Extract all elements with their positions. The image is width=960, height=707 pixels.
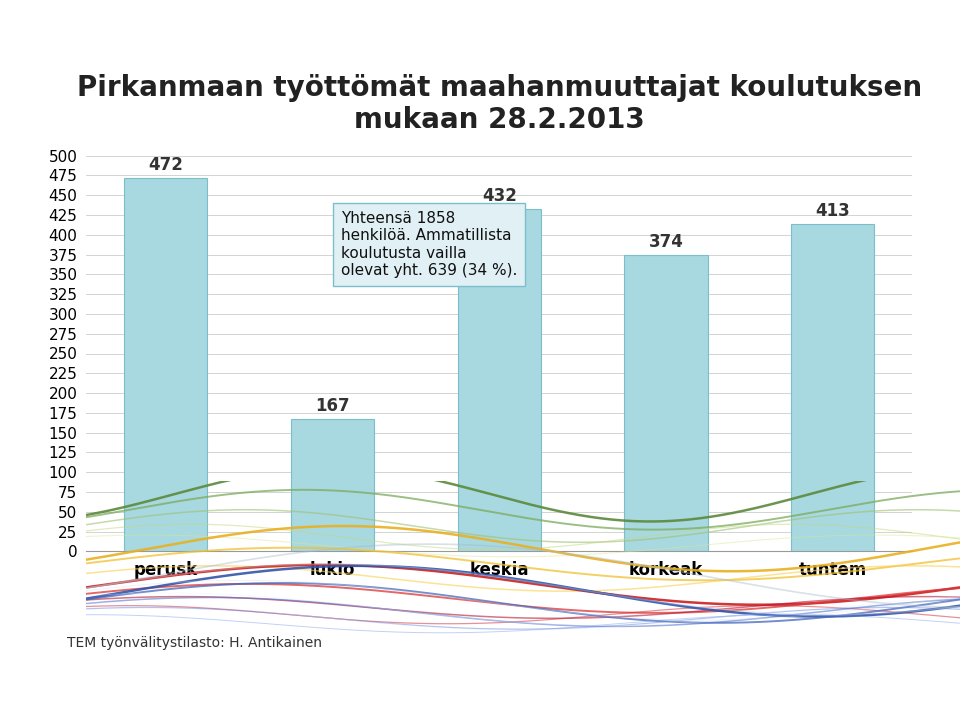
Text: 167: 167 <box>315 397 349 415</box>
Text: Yhteensä 1858
henkilöä. Ammatillista
koulutusta vailla
olevat yht. 639 (34 %).: Yhteensä 1858 henkilöä. Ammatillista kou… <box>341 211 517 278</box>
Bar <box>624 255 708 551</box>
Text: 374: 374 <box>649 233 684 252</box>
Bar <box>791 224 875 551</box>
Bar <box>291 419 374 551</box>
Bar <box>124 177 207 551</box>
Bar <box>458 209 540 551</box>
Text: 413: 413 <box>815 202 851 221</box>
Text: TEM työnvälitystilasto: H. Antikainen: TEM työnvälitystilasto: H. Antikainen <box>67 636 323 650</box>
Text: 432: 432 <box>482 187 516 206</box>
Text: Pirkanmaan työttömät maahanmuuttajat koulutuksen
mukaan 28.2.2013: Pirkanmaan työttömät maahanmuuttajat kou… <box>77 74 922 134</box>
Text: 472: 472 <box>148 156 183 174</box>
